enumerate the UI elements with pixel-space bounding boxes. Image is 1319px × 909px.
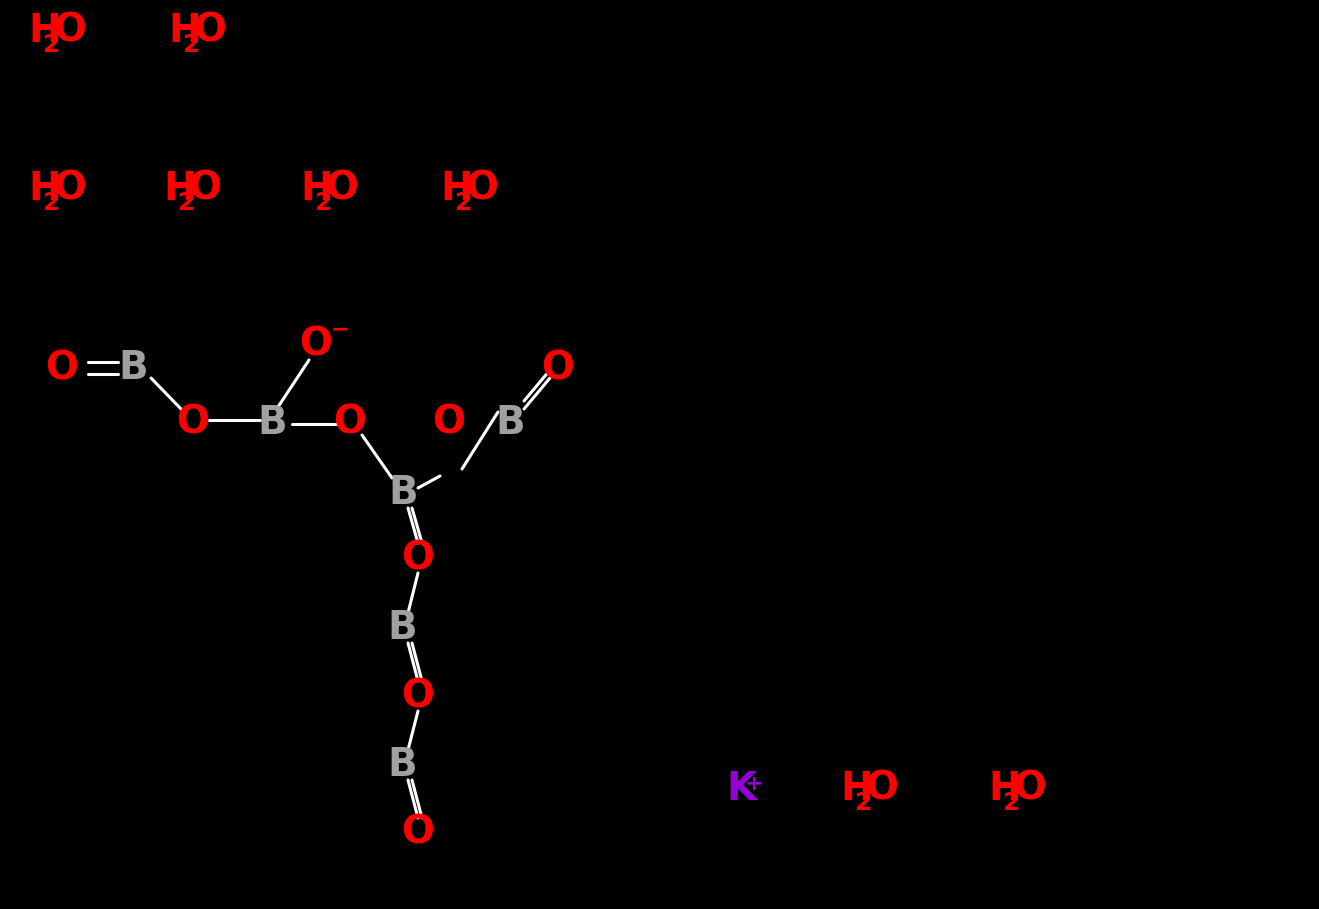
- Text: 2: 2: [856, 791, 873, 814]
- Text: O: O: [53, 12, 86, 50]
- Text: O: O: [334, 404, 367, 442]
- Text: 2: 2: [455, 191, 472, 215]
- Text: H: H: [28, 170, 61, 208]
- Text: 2: 2: [183, 33, 200, 56]
- Text: O: O: [865, 770, 898, 808]
- Text: O: O: [401, 677, 434, 715]
- Text: 2: 2: [315, 191, 332, 215]
- Text: H: H: [168, 12, 200, 50]
- Text: O: O: [401, 539, 434, 577]
- Text: B: B: [388, 746, 417, 784]
- Text: B: B: [257, 404, 286, 442]
- Text: O: O: [466, 170, 499, 208]
- Text: H: H: [299, 170, 332, 208]
- Text: O: O: [326, 170, 359, 208]
- Text: H: H: [988, 770, 1021, 808]
- Text: B: B: [119, 349, 148, 387]
- Text: O: O: [542, 349, 575, 387]
- Text: B: B: [388, 474, 418, 512]
- Text: O: O: [1013, 770, 1046, 808]
- Text: K: K: [725, 770, 756, 808]
- Text: 2: 2: [1004, 791, 1021, 814]
- Text: B: B: [495, 404, 525, 442]
- Text: 2: 2: [44, 191, 61, 215]
- Text: H: H: [441, 170, 472, 208]
- Text: +: +: [744, 774, 762, 794]
- Text: O: O: [401, 814, 434, 852]
- Text: −: −: [331, 319, 350, 339]
- Text: O: O: [53, 170, 86, 208]
- Text: H: H: [840, 770, 873, 808]
- Text: O: O: [45, 349, 79, 387]
- Text: 2: 2: [44, 33, 61, 56]
- Text: 2: 2: [178, 191, 195, 215]
- Text: H: H: [28, 12, 61, 50]
- Text: O: O: [194, 12, 227, 50]
- Text: H: H: [164, 170, 195, 208]
- Text: O: O: [189, 170, 222, 208]
- Text: B: B: [388, 609, 417, 647]
- Text: O: O: [433, 404, 466, 442]
- Text: O: O: [177, 404, 210, 442]
- Text: O: O: [299, 326, 332, 364]
